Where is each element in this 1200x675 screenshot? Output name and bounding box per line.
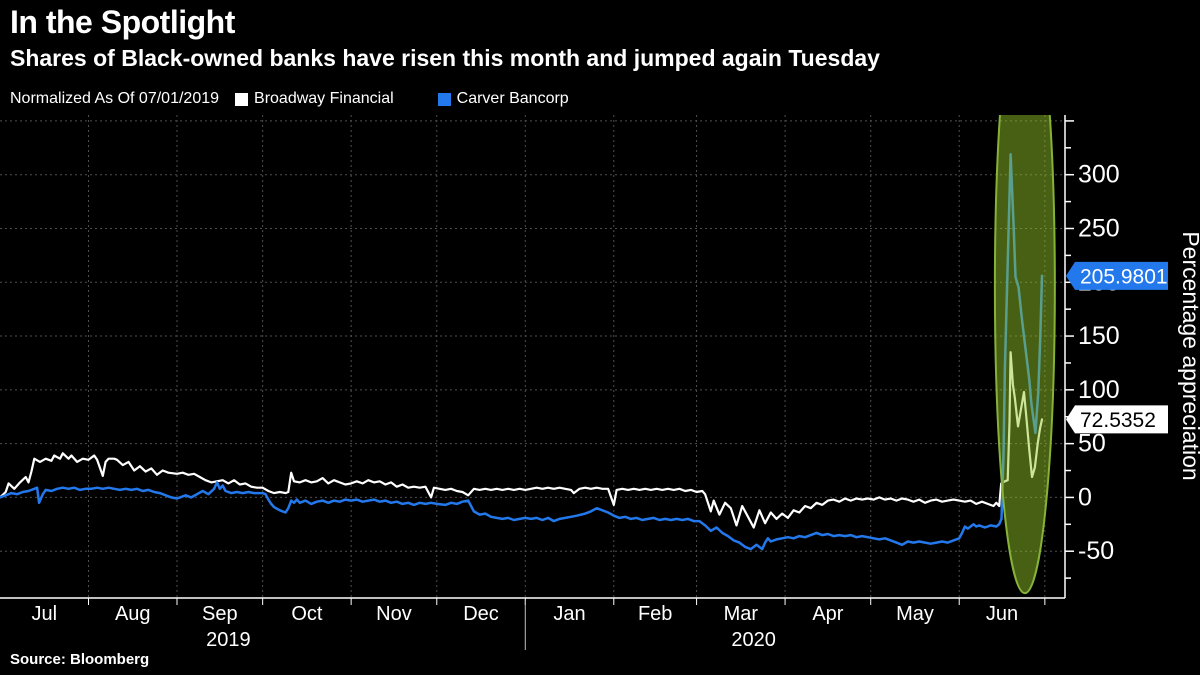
legend-item-broadway: Broadway Financial (235, 90, 394, 108)
broadway-swatch-icon (235, 92, 249, 106)
month-label-dec: Dec (463, 603, 499, 625)
year-label-2019: 2019 (206, 629, 251, 651)
month-label-oct: Oct (291, 603, 323, 625)
month-label-jul: Jul (31, 603, 57, 625)
month-label-aug: Aug (115, 603, 151, 625)
legend-note: Normalized As Of 07/01/2019 (10, 90, 220, 107)
highlight-ellipse (993, 115, 1056, 595)
broadway-line (0, 351, 1044, 529)
y-tick-label-0: 0 (1078, 483, 1092, 511)
legend-item-carver: Carver Bancorp (437, 90, 569, 108)
month-label-jan: Jan (553, 603, 585, 625)
carver-swatch-icon (437, 92, 451, 106)
source-credit: Source: Bloomberg (10, 651, 150, 668)
month-label-sep: Sep (202, 603, 238, 625)
y-tick-label-50: 50 (1078, 430, 1106, 458)
page-subtitle: Shares of Black-owned banks have risen t… (10, 45, 880, 71)
legend-label-broadway: Broadway Financial (254, 90, 394, 107)
carver-line (0, 153, 1044, 551)
y-tick-label--50: -50 (1078, 537, 1114, 565)
month-label-mar: Mar (724, 603, 759, 625)
month-label-may: May (896, 603, 934, 625)
y-tick-label-300: 300 (1078, 161, 1120, 189)
page-title: In the Spotlight (10, 4, 235, 40)
month-label-apr: Apr (812, 603, 843, 625)
y-tick-label-250: 250 (1078, 214, 1120, 242)
y-axis-title: Percentage appreciation (1178, 231, 1200, 480)
month-label-feb: Feb (638, 603, 672, 625)
carver-value-tag (1066, 261, 1168, 290)
year-label-2020: 2020 (731, 629, 776, 651)
month-label-nov: Nov (376, 603, 412, 625)
legend-label-carver: Carver Bancorp (456, 90, 569, 107)
broadway-value-label: 72.5352 (1080, 409, 1156, 432)
chart-legend: Normalized As Of 07/01/2019 Broadway Fin… (10, 90, 613, 108)
carver-value-label: 205.9801 (1080, 265, 1168, 288)
y-tick-label-100: 100 (1078, 376, 1120, 404)
month-label-jun: Jun (986, 603, 1018, 625)
y-tick-label-150: 150 (1078, 322, 1120, 350)
broadway-value-tag (1066, 405, 1168, 434)
